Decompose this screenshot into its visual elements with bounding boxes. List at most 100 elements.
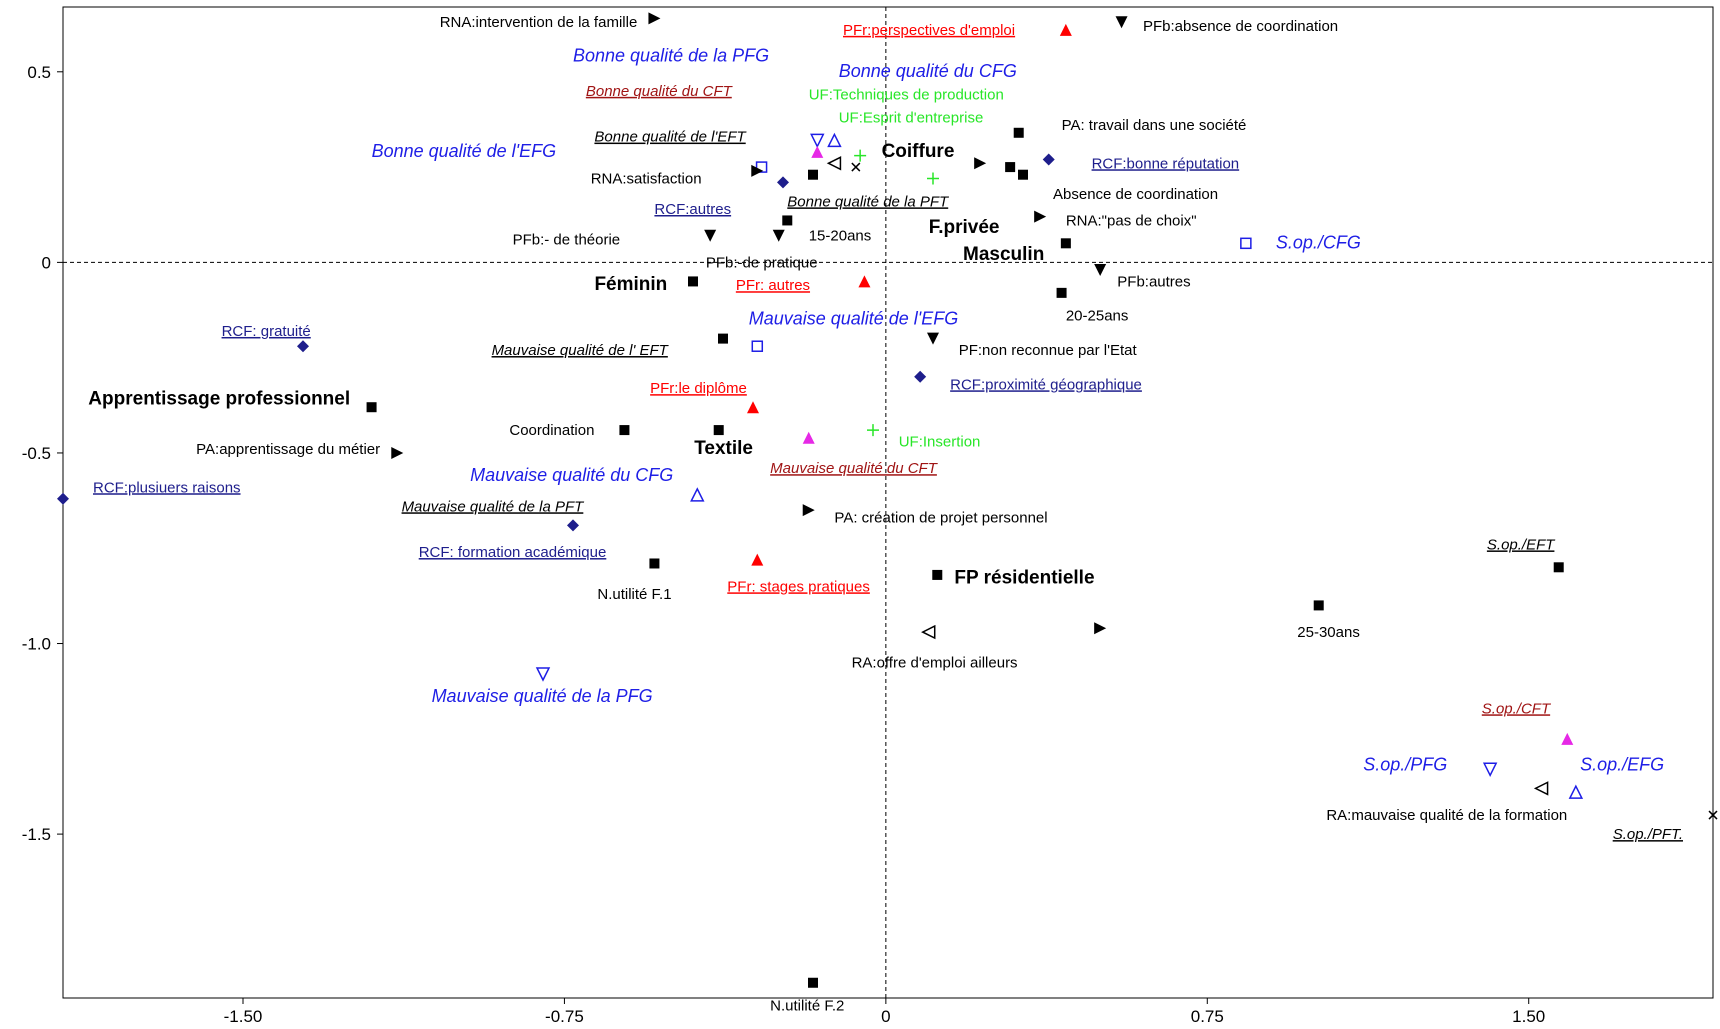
- data-point: [1059, 23, 1072, 36]
- data-point: [751, 553, 764, 566]
- data-point: [747, 401, 759, 414]
- point-label: RCF:autres: [654, 201, 731, 218]
- y-tick-label: 0: [42, 253, 51, 272]
- point-label: Mauvaise qualité de la PFT: [402, 498, 586, 515]
- point-label: Textile: [694, 438, 753, 459]
- data-point: [1094, 263, 1107, 276]
- point-labels: RNA:intervention de la famille PFr:perspe…: [88, 14, 1683, 1014]
- x-tick-label: -1.50: [224, 1007, 263, 1026]
- point-label: Féminin: [594, 274, 667, 295]
- data-points: [57, 12, 1718, 988]
- data-point: [1042, 153, 1055, 166]
- point-label: Bonne qualité de la PFG: [573, 46, 769, 66]
- point-label: S.op./CFG: [1276, 232, 1361, 252]
- data-point: [927, 332, 939, 345]
- data-point: [297, 340, 309, 353]
- data-point: [810, 133, 825, 149]
- data-point: [535, 667, 551, 682]
- data-point: [713, 425, 724, 436]
- point-label: Bonne qualité du CFG: [839, 61, 1017, 81]
- data-point: [782, 215, 793, 226]
- point-label: S.op./PFG: [1363, 754, 1447, 774]
- point-label: PFr:le diplôme: [650, 380, 747, 397]
- data-point: [57, 492, 69, 505]
- y-tick-label: -1.0: [22, 635, 51, 654]
- data-point: [1060, 238, 1071, 249]
- point-label: Masculin: [963, 244, 1044, 265]
- data-point: [854, 149, 867, 162]
- point-label: Mauvaise qualité de la PFG: [432, 686, 653, 706]
- point-label: PFb:absence de coordination: [1143, 18, 1338, 35]
- point-label: RNA:intervention de la famille: [440, 14, 638, 31]
- data-point: [932, 569, 943, 580]
- data-point: [826, 156, 842, 171]
- data-point: [867, 424, 879, 437]
- point-label: S.op./CFT: [1482, 700, 1552, 717]
- point-label: Bonne qualité de l'EFG: [372, 141, 557, 161]
- point-label: 25-30ans: [1297, 624, 1360, 641]
- point-label: Bonne qualité du CFT: [586, 83, 734, 100]
- point-label: Bonne qualité de la PFT: [787, 193, 950, 210]
- point-label: PFb:autres: [1117, 273, 1190, 290]
- point-label: PFr: autres: [736, 277, 810, 294]
- data-point: [1313, 600, 1324, 611]
- data-point: [755, 161, 768, 173]
- point-label: RA:mauvaise qualité de la formation: [1326, 807, 1567, 824]
- data-point: [366, 402, 377, 413]
- point-label: RNA:satisfaction: [591, 171, 702, 188]
- point-label: PF:non reconnue par l'Etat: [959, 342, 1138, 359]
- data-point: [777, 176, 789, 189]
- point-label: FP résidentielle: [954, 568, 1094, 589]
- data-point: [1240, 237, 1252, 250]
- point-label: RCF:bonne réputation: [1092, 155, 1240, 172]
- point-label: S.op./EFT: [1487, 536, 1556, 553]
- point-label: 20-25ans: [1066, 308, 1129, 325]
- data-point: [1561, 732, 1574, 745]
- data-point: [772, 229, 785, 242]
- point-label: Mauvaise qualité du CFT: [770, 460, 939, 477]
- point-label: F.privée: [929, 217, 1000, 238]
- data-point: [858, 275, 871, 288]
- data-point: [751, 164, 764, 177]
- point-label: S.op./EFG: [1580, 754, 1664, 774]
- point-label: RNA:"pas de choix": [1066, 212, 1197, 229]
- data-point: [802, 504, 815, 517]
- point-label: UF:Insertion: [899, 434, 981, 451]
- point-label: UF:Esprit d'entreprise: [839, 110, 984, 127]
- point-label: Apprentissage professionnel: [88, 389, 350, 410]
- x-tick-label: 1.50: [1512, 1007, 1545, 1026]
- y-tick-label: -1.5: [22, 825, 51, 844]
- point-label: N.utilité F.2: [770, 998, 844, 1015]
- data-point: [802, 431, 815, 444]
- data-point: [1013, 127, 1024, 138]
- data-point: [690, 487, 705, 502]
- point-label: PA: travail dans une société: [1062, 117, 1247, 134]
- data-point: [927, 172, 939, 185]
- point-label: Bonne qualité de l'EFT: [594, 129, 747, 146]
- x-axis: -1.50 -0.75 0 0.75 1.50: [224, 998, 1545, 1026]
- point-label: RCF: gratuité: [222, 323, 311, 340]
- data-point: [1034, 210, 1047, 223]
- x-tick-label: 0.75: [1191, 1007, 1224, 1026]
- y-tick-label: -0.5: [22, 444, 51, 463]
- data-point: [1094, 622, 1107, 635]
- y-tick-label: 0.5: [27, 63, 51, 82]
- data-point: [921, 624, 936, 640]
- point-label: 15-20ans: [809, 228, 872, 245]
- data-point: [1482, 762, 1498, 777]
- data-point: [391, 446, 404, 459]
- point-label: PFb:- de théorie: [513, 232, 621, 249]
- data-point: [688, 276, 698, 287]
- data-point: [1708, 810, 1718, 820]
- data-point: [811, 145, 824, 158]
- point-label: UF:Techniques de production: [809, 87, 1004, 104]
- point-label: PFr:perspectives d'emploi: [843, 22, 1015, 39]
- y-axis: 0.5 0 -0.5 -1.0 -1.5: [22, 63, 63, 844]
- point-label: S.op./PFT.: [1613, 826, 1683, 843]
- point-label: RCF:proximité géographique: [950, 376, 1142, 393]
- point-label: PA:apprentissage du métier: [196, 441, 380, 458]
- data-point: [649, 558, 660, 569]
- data-point: [851, 162, 861, 172]
- data-point: [718, 333, 728, 344]
- data-point: [1533, 781, 1549, 796]
